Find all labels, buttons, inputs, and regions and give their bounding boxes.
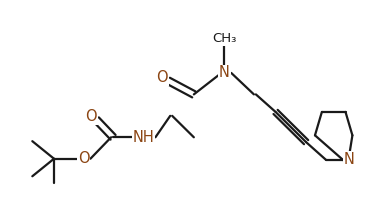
Text: NH: NH <box>133 130 155 145</box>
Text: N: N <box>219 65 230 80</box>
Text: N: N <box>344 152 355 167</box>
Text: O: O <box>78 151 89 166</box>
Text: O: O <box>86 109 97 124</box>
Text: CH₃: CH₃ <box>212 32 237 45</box>
Text: O: O <box>156 70 168 85</box>
